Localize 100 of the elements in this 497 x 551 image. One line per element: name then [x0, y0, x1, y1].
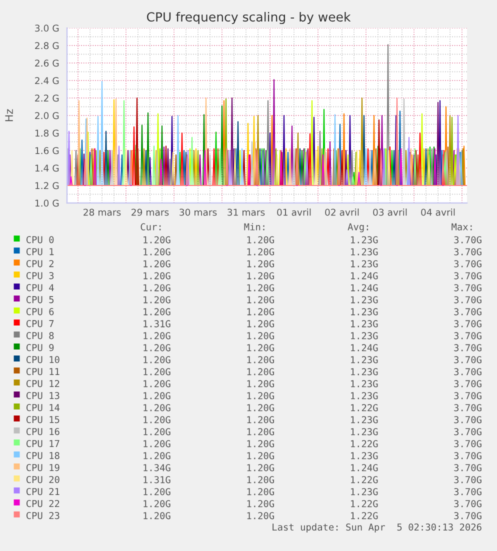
- text: 3.70G: [454, 332, 482, 340]
- text: 3.70G: [454, 512, 482, 520]
- text: 3.70G: [454, 428, 482, 436]
- text: 3.70G: [454, 500, 482, 508]
- legend-label: CPU 18: [26, 452, 60, 460]
- legend-label: CPU 1: [26, 248, 54, 256]
- y-tick-label: 2.2 G: [35, 94, 59, 102]
- text: 1.23G: [351, 488, 378, 496]
- legend-label: CPU 11: [26, 368, 60, 376]
- x-tick-label: 28 mars: [84, 208, 121, 216]
- y-tick-label: 2.4 G: [35, 77, 59, 84]
- text: 3.70G: [454, 260, 482, 268]
- legend-label: CPU 9: [26, 344, 54, 352]
- text: 1.23G: [351, 392, 378, 400]
- text: 1.20G: [247, 236, 274, 244]
- text: 3.70G: [454, 284, 482, 292]
- text: 1.22G: [351, 440, 378, 448]
- text: 1.23G: [351, 356, 378, 364]
- text: 1.23G: [351, 236, 378, 244]
- text: 1.23G: [351, 320, 378, 328]
- y-tick-label: 2.6 G: [35, 60, 59, 67]
- text: 1.23G: [351, 332, 378, 340]
- legend-label: CPU 5: [26, 296, 54, 304]
- text: 1.20G: [247, 392, 274, 400]
- text: 1.22G: [351, 500, 378, 508]
- text: 1.20G: [247, 308, 274, 316]
- y-tick-label: 1.8 G: [35, 130, 59, 137]
- text: 1.23G: [351, 380, 378, 388]
- legend-label: CPU 22: [26, 500, 60, 508]
- text: 3.70G: [454, 452, 482, 460]
- text: Last update: Sun Apr 5 02:30:13 2026: [272, 523, 482, 532]
- text: 1.20G: [144, 296, 170, 304]
- legend-label: CPU 0: [26, 236, 54, 244]
- legend-label: CPU 14: [26, 404, 60, 412]
- text: Max:: [452, 223, 472, 230]
- legend-label: CPU 2: [26, 260, 54, 268]
- x-tick-label: 01 avril: [277, 208, 311, 216]
- text: 1.24G: [351, 464, 378, 472]
- text: 1.20G: [247, 296, 274, 304]
- legend-label: CPU 20: [26, 476, 60, 484]
- text: 3.70G: [454, 296, 482, 304]
- text: 3.70G: [454, 476, 482, 484]
- text: 1.20G: [144, 392, 170, 400]
- text: 1.24G: [351, 284, 378, 292]
- text: 1.31G: [144, 320, 170, 328]
- text: 1.20G: [247, 488, 274, 496]
- text: 1.24G: [351, 272, 378, 280]
- text: 3.70G: [454, 272, 482, 280]
- text: 3.70G: [454, 248, 482, 256]
- text: 1.20G: [144, 356, 170, 364]
- text: 1.20G: [247, 428, 274, 436]
- text: 1.22G: [351, 476, 378, 484]
- text: 1.20G: [144, 416, 170, 424]
- text: Min:: [244, 223, 264, 230]
- text: 3.70G: [454, 380, 482, 388]
- legend-label: CPU 13: [26, 392, 60, 400]
- x-tick-label: 31 mars: [228, 208, 265, 216]
- text: 3.70G: [454, 236, 482, 244]
- y-tick-label: 1.2 G: [35, 182, 59, 190]
- text: 3.70G: [454, 356, 482, 364]
- legend-label: CPU 15: [26, 416, 60, 424]
- text: 1.22G: [351, 404, 378, 412]
- legend-label: CPU 19: [26, 464, 60, 472]
- text: 1.20G: [247, 440, 274, 448]
- text: 3.70G: [454, 488, 482, 496]
- legend-label: CPU 8: [26, 332, 54, 340]
- y-tick-label: 1.6 G: [35, 147, 59, 154]
- text: 1.24G: [351, 344, 378, 352]
- text: 3.70G: [454, 344, 482, 352]
- text: 1.20G: [247, 368, 274, 376]
- text: 1.20G: [247, 404, 274, 412]
- text: 1.20G: [144, 308, 170, 316]
- legend-label: CPU 10: [26, 356, 60, 364]
- text: 1.20G: [247, 512, 274, 520]
- y-tick-label: 1.4 G: [35, 164, 59, 172]
- text: 1.20G: [247, 284, 274, 292]
- text: 1.20G: [144, 344, 170, 352]
- text: 1.20G: [247, 356, 274, 364]
- text: 1.23G: [351, 368, 378, 376]
- text: 1.20G: [247, 416, 274, 424]
- text: 1.23G: [351, 260, 378, 268]
- x-tick-label: 04 avril: [421, 208, 455, 216]
- text: 1.20G: [247, 320, 274, 328]
- y-axis-title: Hz: [5, 109, 13, 122]
- legend-label: CPU 7: [26, 320, 54, 328]
- text: 3.70G: [454, 320, 482, 328]
- text: 1.20G: [144, 272, 170, 280]
- y-tick-label: 2.8 G: [35, 42, 59, 50]
- text: 1.20G: [144, 404, 170, 412]
- text: 1.20G: [144, 380, 170, 388]
- text: Cur:: [140, 223, 161, 230]
- text: 3.70G: [454, 368, 482, 376]
- text: 3.70G: [454, 308, 482, 316]
- text: 3.70G: [454, 392, 482, 400]
- text: 1.22G: [351, 512, 378, 520]
- text: 1.31G: [144, 476, 170, 484]
- text: 1.23G: [351, 248, 378, 256]
- legend-label: CPU 12: [26, 380, 60, 388]
- x-tick-label: 30 mars: [180, 208, 217, 216]
- text: 1.20G: [144, 236, 170, 244]
